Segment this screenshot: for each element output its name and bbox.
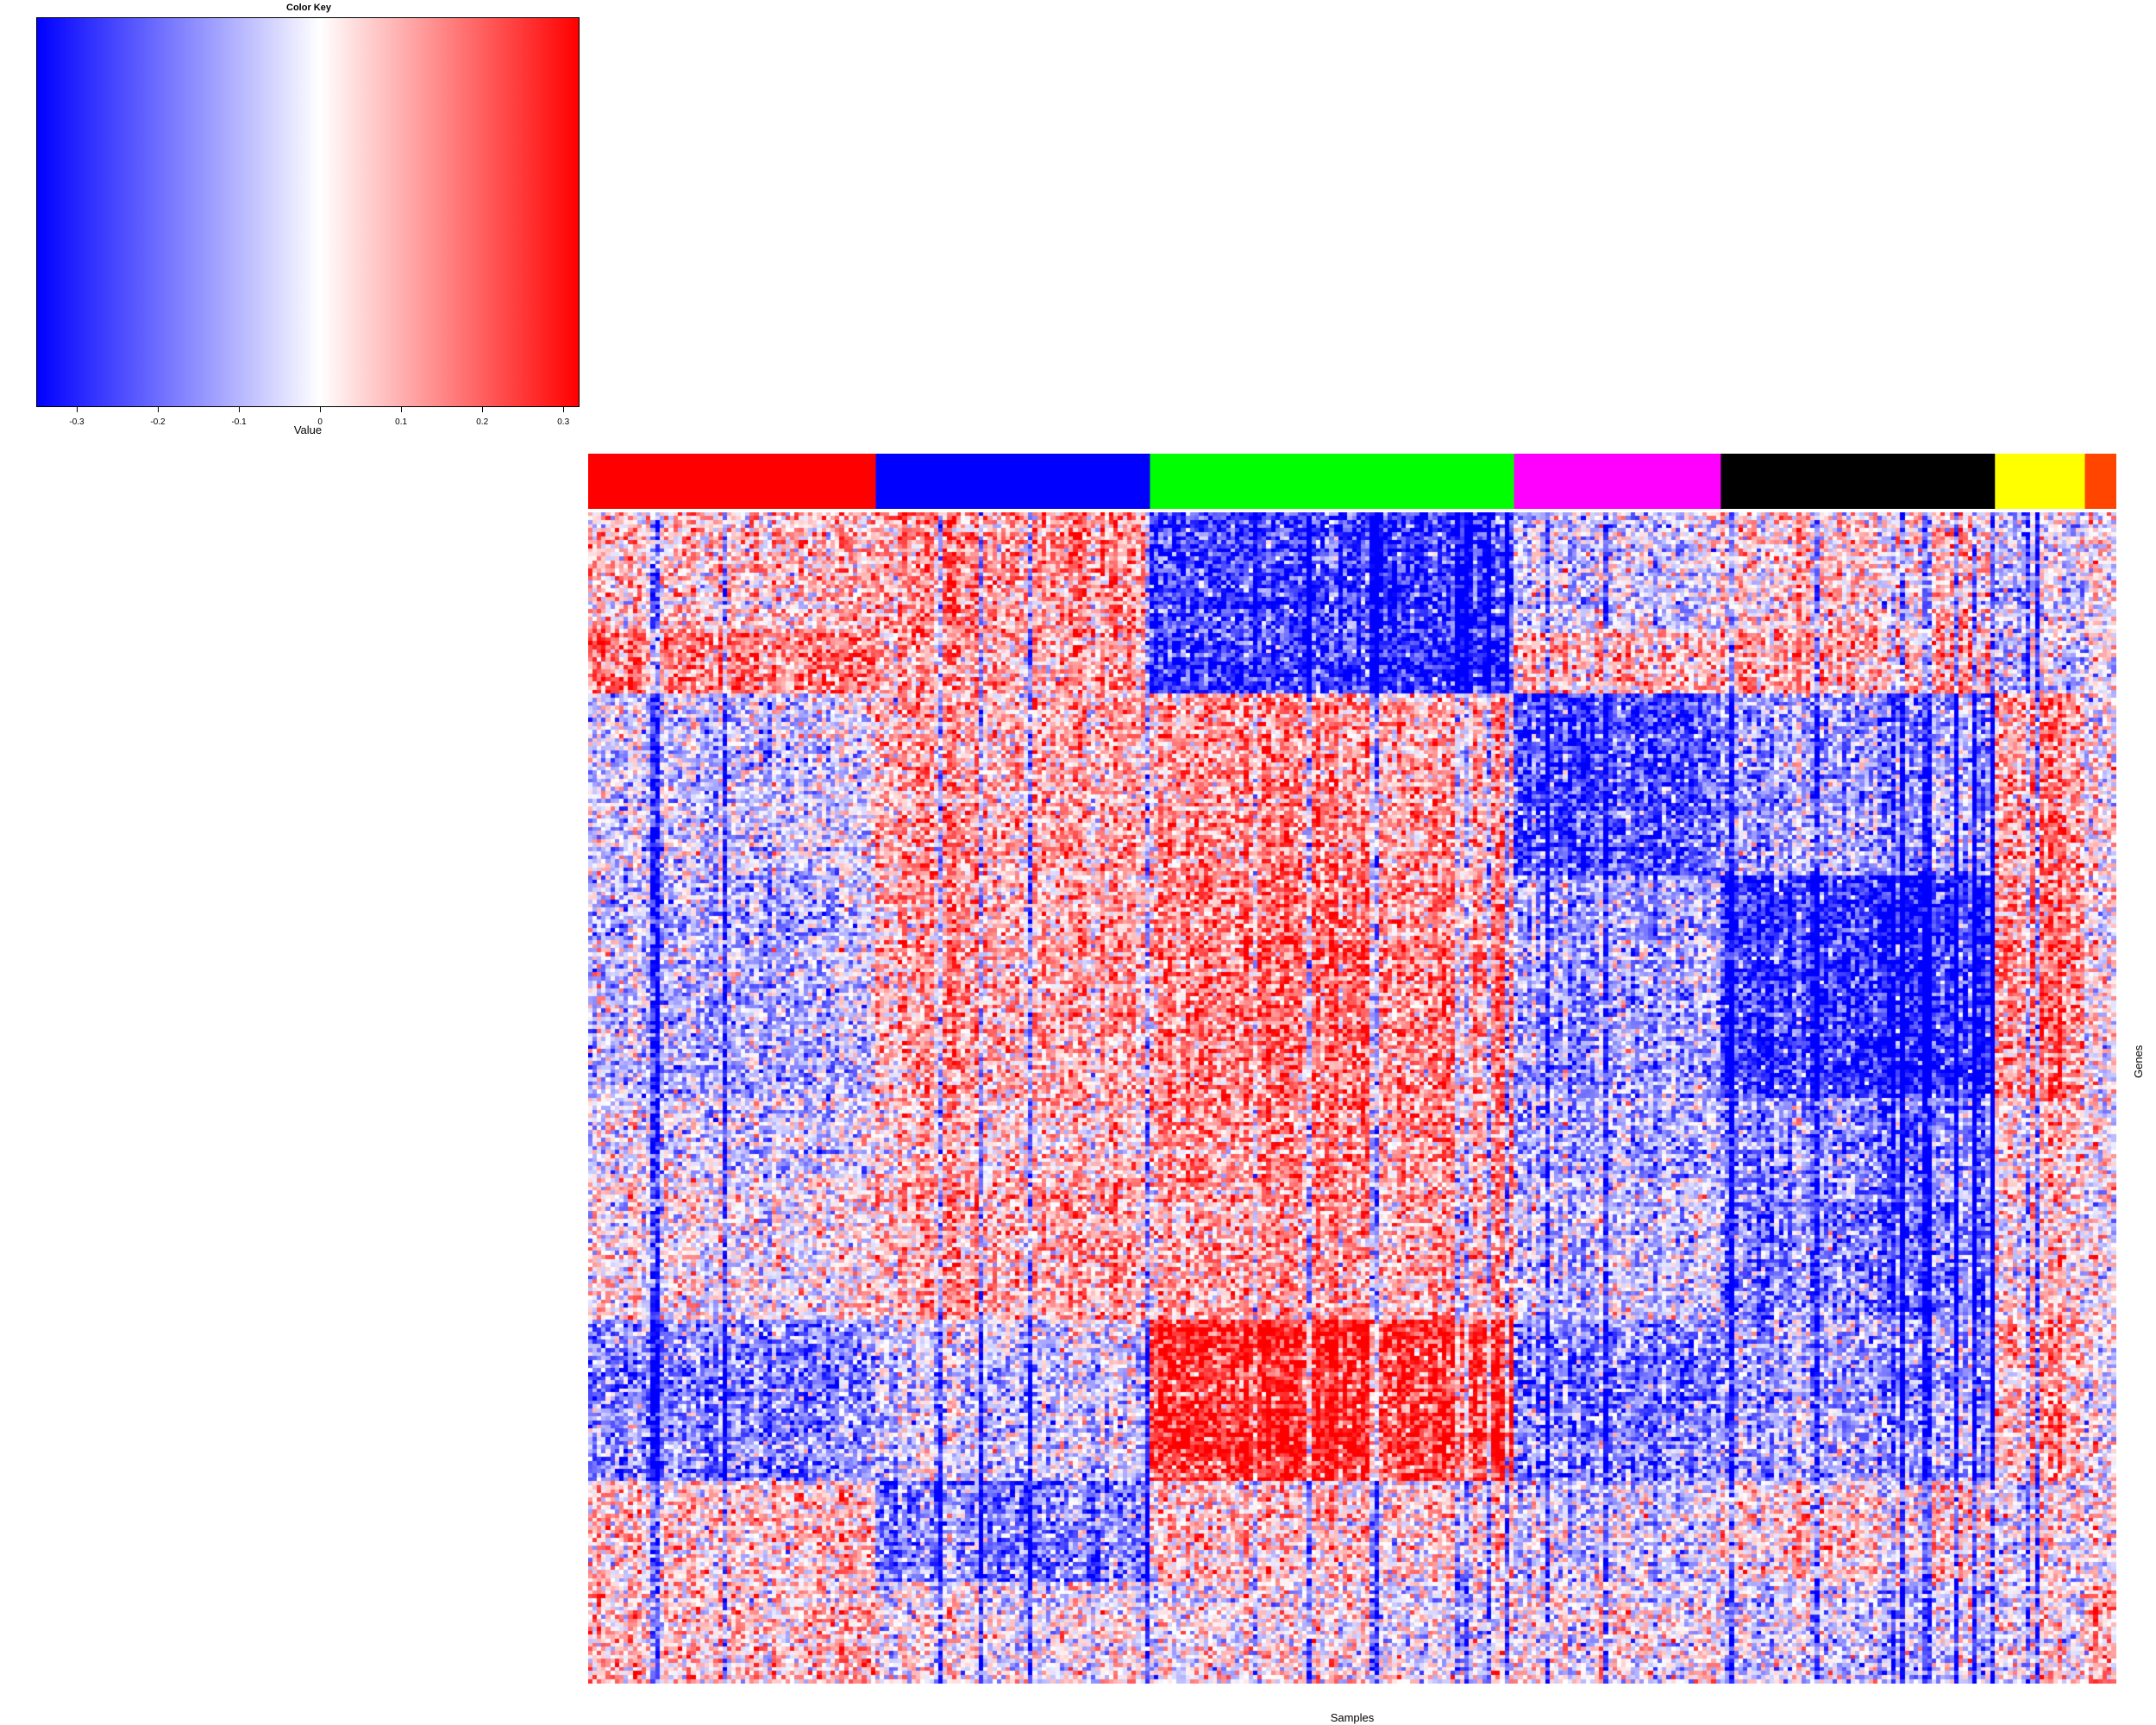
color-key-xlabel: Value [293,423,323,436]
color-key-gradient [36,17,580,407]
sample-group-segment [875,454,1150,509]
color-key-tick-label: 0 [317,417,323,427]
color-key-tick [77,407,78,412]
sample-group-segment [588,454,877,509]
sample-group-segment [1514,454,1721,509]
colorbar-separator [588,509,2116,512]
sample-group-segment [2084,454,2116,509]
y-axis-label: Genes [2132,1044,2145,1078]
color-key-title: Color Key [286,3,331,13]
color-key-tick [320,407,322,412]
color-key-tick-label: -0.2 [150,417,166,427]
color-key-tick-label: 0.2 [476,417,489,427]
sample-group-segment [1995,454,2086,509]
color-key-tick [239,407,241,412]
sample-group-segment [1150,454,1515,509]
sample-group-segment [1720,454,1996,509]
color-key-tick [563,407,565,412]
color-key-tick [401,407,403,412]
color-key-tick-label: 0.3 [557,417,570,427]
x-axis-label: Samples [1330,1711,1375,1724]
color-key-tick [482,407,484,412]
sample-group-colorbar [588,454,2116,509]
heatmap-cells [588,512,2116,1684]
color-key-tick-label: -0.1 [231,417,247,427]
color-key-tick [158,407,159,412]
color-key-axis: -0.3 -0.2 -0.1 0 0.1 0.2 0.3 [36,407,580,433]
color-key-tick-label: 0.1 [395,417,408,427]
color-key-tick-label: -0.3 [69,417,85,427]
